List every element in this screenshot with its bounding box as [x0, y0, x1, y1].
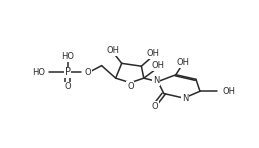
- Text: O: O: [127, 82, 134, 91]
- Text: OH: OH: [222, 87, 235, 96]
- Text: HO: HO: [61, 52, 74, 61]
- Text: OH: OH: [106, 46, 119, 55]
- Text: HO: HO: [32, 68, 45, 77]
- Text: N: N: [182, 94, 188, 103]
- Text: O: O: [84, 68, 91, 77]
- Text: OH: OH: [176, 58, 189, 67]
- Text: P: P: [64, 67, 70, 77]
- Text: N: N: [153, 76, 159, 85]
- Text: OH: OH: [151, 61, 164, 70]
- Text: O: O: [152, 102, 158, 111]
- Text: OH: OH: [147, 49, 160, 58]
- Text: O: O: [64, 82, 71, 91]
